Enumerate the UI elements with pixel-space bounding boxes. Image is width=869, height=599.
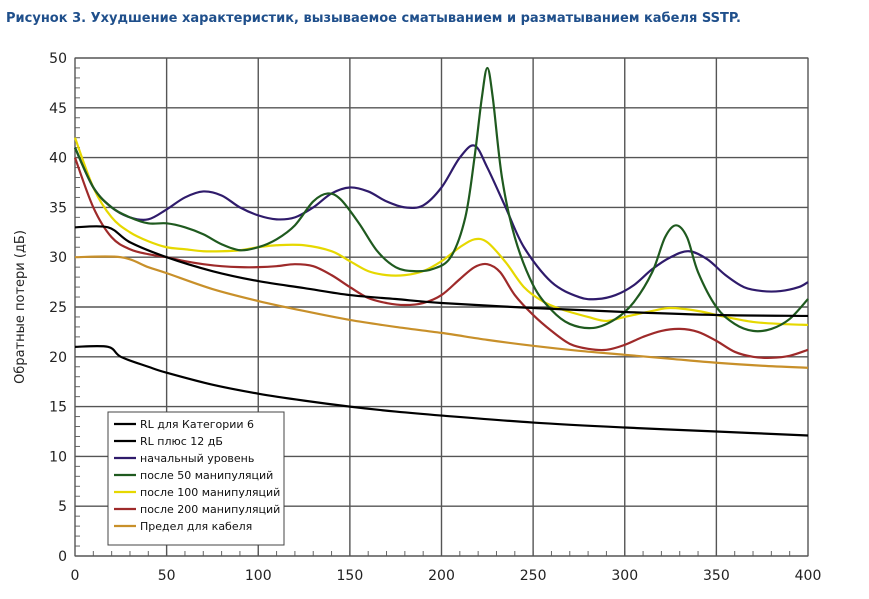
y-tick-label: 35 (49, 200, 67, 216)
y-tick-label: 20 (49, 350, 67, 366)
y-tick-label: 40 (49, 151, 67, 167)
y-tick-label: 0 (58, 549, 67, 565)
y-axis-label: Обратные потери (дБ) (13, 230, 28, 384)
x-tick-label: 150 (337, 568, 364, 584)
legend: RL для Категории 6 RL плюс 12 дБ начальный… (107, 411, 285, 546)
x-tick-label: 250 (520, 568, 547, 584)
y-tick-labels: 0 5 10 15 20 25 30 35 40 45 50 (49, 51, 67, 565)
series-line-1 (74, 225, 809, 318)
y-tick-label: 30 (49, 250, 67, 266)
y-tick-label: 45 (49, 101, 67, 117)
y-tick-label: 10 (49, 449, 67, 465)
series-lines (73, 66, 809, 437)
legend-entry: после 50 манипуляций (140, 469, 273, 482)
y-tick-label: 5 (58, 499, 67, 515)
legend-entry: после 200 манипуляций (140, 503, 280, 516)
x-tick-label: 400 (795, 568, 822, 584)
series-line-4 (74, 66, 809, 333)
legend-entry: начальный уровень (140, 452, 254, 465)
legend-entry: после 100 манипуляций (140, 486, 280, 499)
chart-title: Рисунок 3. Ухудшение характеристик, вызы… (6, 11, 741, 26)
series-line-7 (74, 255, 809, 369)
plot-area (74, 57, 809, 557)
x-tick-label: 350 (703, 568, 730, 584)
x-tick-label: 0 (71, 568, 80, 584)
x-tick-label: 200 (428, 568, 455, 584)
legend-entry: RL плюс 12 дБ (140, 435, 223, 448)
y-tick-label: 50 (49, 51, 67, 67)
y-tick-label: 15 (49, 400, 67, 416)
series-line-2 (74, 345, 809, 437)
series-line-6 (73, 157, 809, 359)
x-tick-label: 50 (158, 568, 176, 584)
legend-entry: Предел для кабеля (140, 520, 252, 533)
series-line-3 (74, 144, 809, 301)
x-tick-label: 100 (245, 568, 272, 584)
y-tick-label: 25 (49, 300, 67, 316)
legend-box (107, 411, 285, 546)
legend-entry: RL для Категории 6 (140, 418, 254, 431)
x-tick-labels: 0 50 100 150 200 250 300 350 400 (71, 568, 822, 584)
x-tick-label: 300 (611, 568, 638, 584)
